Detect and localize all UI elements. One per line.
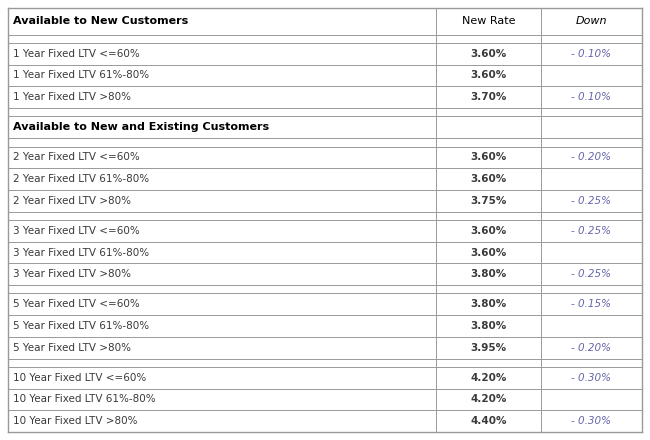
Text: 4.20%: 4.20% <box>470 373 506 383</box>
Text: 5 Year Fixed LTV <=60%: 5 Year Fixed LTV <=60% <box>13 299 140 309</box>
Text: 3.80%: 3.80% <box>470 269 506 279</box>
Text: 3.80%: 3.80% <box>470 299 506 309</box>
Text: 10 Year Fixed LTV 61%-80%: 10 Year Fixed LTV 61%-80% <box>13 395 155 404</box>
Text: 3.60%: 3.60% <box>470 248 506 257</box>
Text: New Rate: New Rate <box>462 16 515 26</box>
Text: - 0.10%: - 0.10% <box>571 92 611 102</box>
Text: 3.60%: 3.60% <box>470 49 506 59</box>
Text: 10 Year Fixed LTV <=60%: 10 Year Fixed LTV <=60% <box>13 373 146 383</box>
Text: 3 Year Fixed LTV <=60%: 3 Year Fixed LTV <=60% <box>13 226 140 236</box>
Text: 3.80%: 3.80% <box>470 321 506 331</box>
Text: 3.60%: 3.60% <box>470 70 506 81</box>
Text: 3.95%: 3.95% <box>470 343 506 353</box>
Text: Available to New Customers: Available to New Customers <box>13 16 188 26</box>
Text: - 0.25%: - 0.25% <box>571 269 611 279</box>
Text: 3.60%: 3.60% <box>470 226 506 236</box>
Text: Down: Down <box>575 16 607 26</box>
Text: - 0.20%: - 0.20% <box>571 152 611 162</box>
Text: 3.60%: 3.60% <box>470 152 506 162</box>
Text: - 0.20%: - 0.20% <box>571 343 611 353</box>
Text: Available to New and Existing Customers: Available to New and Existing Customers <box>13 122 269 132</box>
Text: 5 Year Fixed LTV 61%-80%: 5 Year Fixed LTV 61%-80% <box>13 321 149 331</box>
Text: - 0.15%: - 0.15% <box>571 299 611 309</box>
Text: 3.75%: 3.75% <box>470 196 506 206</box>
Text: 3.70%: 3.70% <box>470 92 506 102</box>
Text: 2 Year Fixed LTV >80%: 2 Year Fixed LTV >80% <box>13 196 131 206</box>
Text: 3 Year Fixed LTV >80%: 3 Year Fixed LTV >80% <box>13 269 131 279</box>
Text: 4.40%: 4.40% <box>470 416 506 426</box>
Text: 1 Year Fixed LTV 61%-80%: 1 Year Fixed LTV 61%-80% <box>13 70 149 81</box>
Text: 5 Year Fixed LTV >80%: 5 Year Fixed LTV >80% <box>13 343 131 353</box>
Text: 3 Year Fixed LTV 61%-80%: 3 Year Fixed LTV 61%-80% <box>13 248 149 257</box>
Text: - 0.25%: - 0.25% <box>571 196 611 206</box>
Text: 2 Year Fixed LTV <=60%: 2 Year Fixed LTV <=60% <box>13 152 140 162</box>
Text: - 0.25%: - 0.25% <box>571 226 611 236</box>
Text: 4.20%: 4.20% <box>470 395 506 404</box>
Text: - 0.30%: - 0.30% <box>571 373 611 383</box>
Text: - 0.10%: - 0.10% <box>571 49 611 59</box>
Text: - 0.30%: - 0.30% <box>571 416 611 426</box>
Text: 2 Year Fixed LTV 61%-80%: 2 Year Fixed LTV 61%-80% <box>13 174 149 184</box>
Text: 10 Year Fixed LTV >80%: 10 Year Fixed LTV >80% <box>13 416 138 426</box>
Text: 1 Year Fixed LTV >80%: 1 Year Fixed LTV >80% <box>13 92 131 102</box>
Text: 3.60%: 3.60% <box>470 174 506 184</box>
Text: 1 Year Fixed LTV <=60%: 1 Year Fixed LTV <=60% <box>13 49 140 59</box>
